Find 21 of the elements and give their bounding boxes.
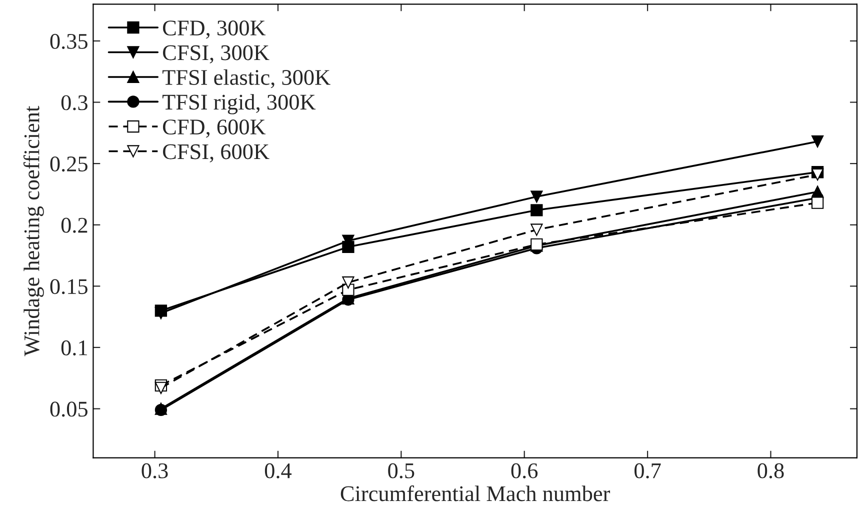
legend-label: CFSI, 300K [163, 45, 270, 64]
legend-label: CFD, 600K [163, 120, 266, 138]
x-tick-label: 0.6 [511, 463, 538, 478]
x-axis-title: Circumferential Mach number [340, 485, 610, 502]
legend-label: CFSI, 600K [163, 144, 270, 162]
y-tick-label: 0.2 [61, 218, 88, 233]
y-tick-label: 0.3 [61, 95, 88, 110]
x-tick-label: 0.5 [388, 463, 414, 478]
x-tick-label: 0.3 [142, 463, 168, 478]
y-axis-title: Windage heating coefficient [23, 106, 44, 356]
x-tick-label: 0.7 [634, 463, 661, 478]
legend-label: CFD, 300K [163, 20, 266, 39]
legend-label: TFSI elastic, 300K [162, 69, 330, 88]
y-tick-label: 0.35 [50, 34, 88, 49]
x-tick-label: 0.8 [758, 463, 784, 478]
y-tick-label: 0.25 [50, 156, 88, 172]
x-tick-label: 0.4 [264, 463, 292, 478]
y-tick-label: 0.15 [50, 279, 88, 294]
legend-label: TFSI rigid, 300K [162, 94, 316, 114]
y-tick-label: 0.05 [50, 402, 88, 417]
y-tick-label: 0.1 [61, 340, 88, 356]
